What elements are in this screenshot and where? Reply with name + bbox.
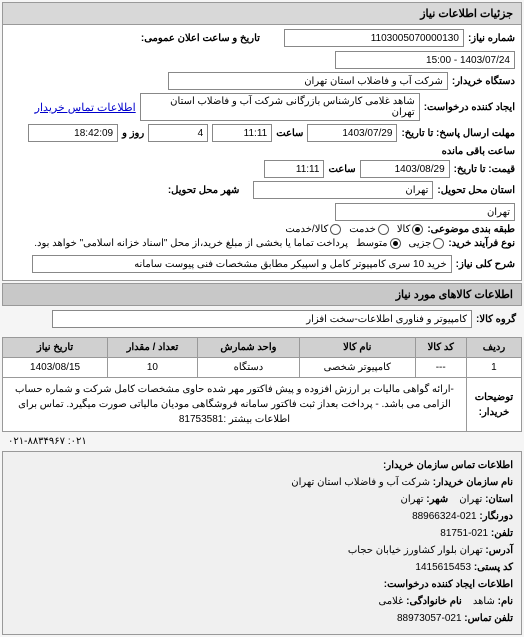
creator-field: شاهد غلامی کارشناس بازرگانی شرکت آب و فا… [140,93,420,121]
remaining-time-field: 18:42:09 [28,124,118,142]
request-number-label: شماره نیاز: [468,33,515,44]
contact-phone: 021-81751 [440,528,488,539]
delivery-state-field: تهران [253,181,433,199]
radio-goods-label: کالا [397,224,411,235]
contact-org-label: نام سازمان خریدار: [433,477,513,488]
contact-creator-section: اطلاعات ایجاد کننده درخواست: [11,577,513,593]
public-datetime-label: تاریخ و ساعت اعلان عمومی: [141,33,260,44]
contact-city-label: شهر: [426,494,448,505]
deadline-date-field: 1403/07/29 [307,124,397,142]
radio-medium[interactable]: متوسط [356,238,400,249]
contact-panel: اطلاعات تماس سازمان خریدار: نام سازمان خ… [2,451,522,635]
purchase-type-radio-group: جزیی متوسط [356,238,444,249]
radio-goods-service[interactable]: کالا/خدمت [285,224,341,235]
contact-name: شاهد [473,596,495,607]
cell-rownum: 1 [466,358,521,378]
contact-state: تهران [459,494,482,505]
delivery-city-label: شهر محل تحویل: [168,185,240,196]
goods-group-field: کامپیوتر و فناوری اطلاعات-سخت افزار [52,310,472,328]
day-label: روز و [122,128,144,139]
category-label: طبقه بندی موضوعی: [427,224,515,235]
deadline-time-field: 11:11 [212,124,272,142]
cell-qty: 10 [108,358,198,378]
deadline-label: مهلت ارسال پاسخ: تا تاریخ: [401,128,515,139]
purchase-type-note: پرداخت تماما یا بخشی از مبلغ خرید،از محل… [34,238,348,249]
contact-title: اطلاعات تماس سازمان خریدار: [11,458,513,474]
contact-address: تهران بلوار کشاورز خیابان حجاب [348,545,483,556]
public-datetime-field: 1403/07/24 - 15:00 [335,51,515,69]
radio-dot-icon [390,238,401,249]
time-label-1: ساعت [276,128,303,139]
cell-name: کامپیوتر شخصی [300,358,415,378]
contact-postal-label: کد پستی: [474,562,513,573]
desc-field: خرید 10 سری کامپیوتر کامل و اسپیکر مطابق… [32,255,452,273]
day-count-field: 4 [148,124,208,142]
th-row: ردیف [466,338,521,358]
cell-code: --- [415,358,466,378]
radio-service[interactable]: خدمت [349,224,389,235]
contact-phone-label: تلفن: [491,528,513,539]
delivery-city-field: تهران [335,203,515,221]
contact-city: تهران [400,494,423,505]
th-unit: واحد شمارش [197,338,299,358]
creator-label: ایجاد کننده درخواست: [424,102,515,113]
radio-medium-label: متوسط [356,238,387,249]
th-code: کد کالا [415,338,466,358]
buyer-notes-cell: -ارائه گواهی مالیات بر ارزش افزوده و پیش… [3,378,467,432]
cell-date: 1403/08/15 [3,358,108,378]
radio-minor-label: جزیی [409,238,432,249]
buyer-org-field: شرکت آب و فاضلاب استان تهران [168,72,448,90]
th-name: نام کالا [300,338,415,358]
radio-goods-service-label: کالا/خدمت [285,224,328,235]
goods-section-header: اطلاعات کالاهای مورد نیاز [2,283,522,306]
delivery-state-label: استان محل تحویل: [437,185,515,196]
radio-minor[interactable]: جزیی [409,238,445,249]
request-number-field: 1103005070000130 [284,29,464,47]
goods-table: ردیف کد کالا نام کالا واحد شمارش تعداد /… [2,337,522,432]
table-row: 1 --- کامپیوتر شخصی دستگاه 10 1403/08/15 [3,358,522,378]
contact-cphone-label: تلفن تماس: [464,613,513,624]
contact-link[interactable]: اطلاعات تماس خریدار [35,101,136,114]
table-header-row: ردیف کد کالا نام کالا واحد شمارش تعداد /… [3,338,522,358]
contact-lname-label: نام خانوادگی: [406,596,462,607]
buyer-notes-label-cell: توضیحات خریدار: [466,378,521,432]
radio-dot-icon [412,224,423,235]
price-until-label: قیمت: تا تاریخ: [454,164,515,175]
price-until-time-field: 11:11 [264,160,324,178]
contact-name-label: نام: [498,596,513,607]
radio-dot-icon [378,224,389,235]
contact-cphone: 021-88973057 [397,613,462,624]
radio-dot-icon [433,238,444,249]
contact-lname: غلامی [378,596,403,607]
buyer-org-label: دستگاه خریدار: [452,76,515,87]
desc-label: شرح کلی نیاز: [456,259,515,270]
contact-state-label: استان: [485,494,513,505]
goods-group-label: گروه کالا: [476,314,516,325]
radio-service-label: خدمت [349,224,376,235]
page-number: ۰۲۱-۸۸۳۴۹۶۷ :۰۲۱ [0,434,524,449]
category-radio-group: کالا خدمت کالا/خدمت [285,224,423,235]
table-desc-row: توضیحات خریدار: -ارائه گواهی مالیات بر ا… [3,378,522,432]
radio-dot-icon [330,224,341,235]
radio-goods[interactable]: کالا [397,224,424,235]
buyer-notes-label: توضیحات خریدار: [475,392,513,418]
price-until-date-field: 1403/08/29 [360,160,450,178]
contact-fax: 021-88966324 [412,511,477,522]
contact-address-label: آدرس: [485,545,513,556]
th-date: تاریخ نیاز [3,338,108,358]
remaining-label: ساعت باقی مانده [442,146,515,157]
contact-postal: 1415615453 [415,562,471,573]
time-label-2: ساعت [328,164,355,175]
panel-title: جزئیات اطلاعات نیاز [3,3,521,25]
th-qty: تعداد / مقدار [108,338,198,358]
contact-fax-label: دورنگار: [479,511,513,522]
purchase-type-label: نوع فرآیند خرید: [448,238,515,249]
cell-unit: دستگاه [197,358,299,378]
contact-org: شرکت آب و فاضلاب استان تهران [291,477,430,488]
